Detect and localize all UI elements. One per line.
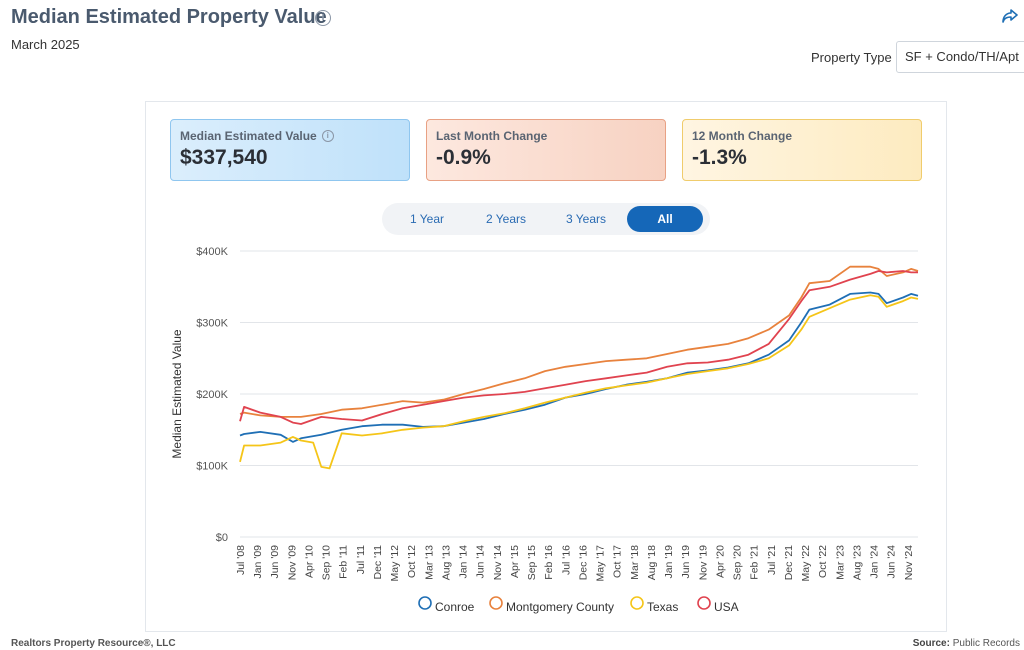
last-month-change-label: Last Month Change: [436, 129, 548, 143]
x-tick-label: Jul '11: [355, 545, 367, 574]
x-tick-label: May '17: [595, 545, 607, 582]
last-month-change-card: Last Month Change -0.9%: [426, 119, 666, 181]
x-tick-label: Nov '09: [286, 545, 298, 580]
x-tick-label: Oct '22: [817, 545, 829, 578]
x-tick-label: Jan '14: [458, 545, 470, 579]
y-tick-label: $200K: [196, 389, 228, 401]
x-tick-label: Apr '20: [714, 545, 726, 578]
x-tick-label: Sep '20: [732, 545, 744, 580]
x-tick-label: Feb '11: [338, 545, 350, 579]
footer-source: Source: Public Records: [913, 638, 1020, 649]
y-axis-label: Median Estimated Value: [170, 329, 184, 459]
x-tick-label: Oct '17: [612, 545, 624, 578]
y-tick-label: $0: [216, 532, 228, 544]
source-value: Public Records: [952, 638, 1020, 649]
twelve-month-change-card: 12 Month Change -1.3%: [682, 119, 922, 181]
y-tick-label: $400K: [196, 246, 228, 258]
legend-marker: [418, 596, 432, 610]
twelve-month-change-value: -1.3%: [692, 146, 747, 169]
range-all[interactable]: All: [627, 206, 703, 232]
x-tick-label: Dec '21: [783, 545, 795, 580]
chart-panel: [145, 101, 947, 632]
x-tick-label: Apr '15: [509, 545, 521, 578]
report-date: March 2025: [11, 37, 80, 52]
share-icon[interactable]: [1001, 8, 1019, 24]
x-tick-label: Nov '19: [697, 545, 709, 580]
x-tick-label: Sep '10: [321, 545, 333, 580]
x-tick-label: Feb '21: [749, 545, 761, 580]
range-3-years[interactable]: 3 Years: [565, 212, 607, 226]
x-tick-label: Dec '11: [372, 545, 384, 580]
x-tick-label: Aug '23: [851, 545, 863, 580]
x-tick-label: May '22: [800, 545, 812, 582]
legend-marker: [489, 596, 503, 610]
footer-attribution: Realtors Property Resource®, LLC: [11, 638, 176, 649]
range-selector: 1 Year 2 Years 3 Years All: [382, 203, 710, 235]
series-line-usa: [239, 270, 918, 425]
x-tick-label: Jul '08: [235, 545, 247, 575]
x-tick-label: Jun '09: [269, 545, 281, 579]
x-tick-label: Dec '16: [577, 545, 589, 580]
x-tick-label: Jun '24: [886, 545, 898, 579]
range-1-year[interactable]: 1 Year: [409, 212, 445, 226]
x-tick-label: Mar '23: [834, 545, 846, 580]
page-title: Median Estimated Property Value: [11, 6, 327, 28]
info-icon[interactable]: i: [321, 130, 334, 142]
legend-label: USA: [714, 600, 739, 614]
property-type-select[interactable]: SF + Condo/TH/Apt: [896, 41, 1024, 73]
range-2-years[interactable]: 2 Years: [485, 212, 527, 226]
x-tick-label: Nov '14: [492, 545, 504, 580]
legend-label: Montgomery County: [506, 600, 614, 614]
series-line-conroe: [239, 291, 919, 443]
x-tick-label: Aug '13: [440, 545, 452, 580]
legend-label: Texas: [647, 600, 678, 614]
x-tick-label: Jun '19: [680, 545, 692, 579]
x-tick-label: Sep '15: [526, 545, 538, 580]
y-tick-label: $300K: [196, 318, 228, 330]
median-value-label: Median Estimated Value: [180, 129, 317, 143]
x-tick-label: Mar '18: [629, 545, 641, 580]
legend-marker: [697, 596, 711, 610]
info-icon[interactable]: i: [315, 10, 331, 26]
y-tick-label: $100K: [196, 461, 228, 473]
x-tick-label: Jun '14: [475, 545, 487, 579]
property-type-label: Property Type: [811, 50, 892, 65]
legend-label: Conroe: [435, 600, 475, 614]
x-tick-label: Oct '12: [406, 545, 418, 578]
twelve-month-change-label: 12 Month Change: [692, 129, 793, 143]
series-line-texas: [239, 294, 919, 470]
median-value-card: Median Estimated Value i $337,540: [170, 119, 410, 181]
series-line-montgomery-county: [239, 265, 919, 418]
x-tick-label: Jan '19: [663, 545, 675, 579]
last-month-change-value: -0.9%: [436, 146, 491, 169]
x-tick-label: Jul '21: [766, 545, 778, 575]
x-tick-label: Feb '16: [543, 545, 555, 580]
x-tick-label: Jan '09: [252, 545, 264, 579]
x-tick-label: Aug '18: [646, 545, 658, 580]
x-tick-label: Jul '16: [560, 545, 572, 575]
x-tick-label: Apr '10: [303, 545, 315, 578]
x-tick-label: Jan '24: [869, 545, 881, 579]
legend-marker: [630, 596, 644, 610]
source-label: Source:: [912, 638, 950, 649]
x-tick-label: May '12: [389, 545, 401, 582]
x-tick-label: Mar '13: [423, 545, 435, 580]
median-value: $337,540: [180, 146, 268, 169]
x-tick-label: Nov '24: [903, 545, 915, 580]
